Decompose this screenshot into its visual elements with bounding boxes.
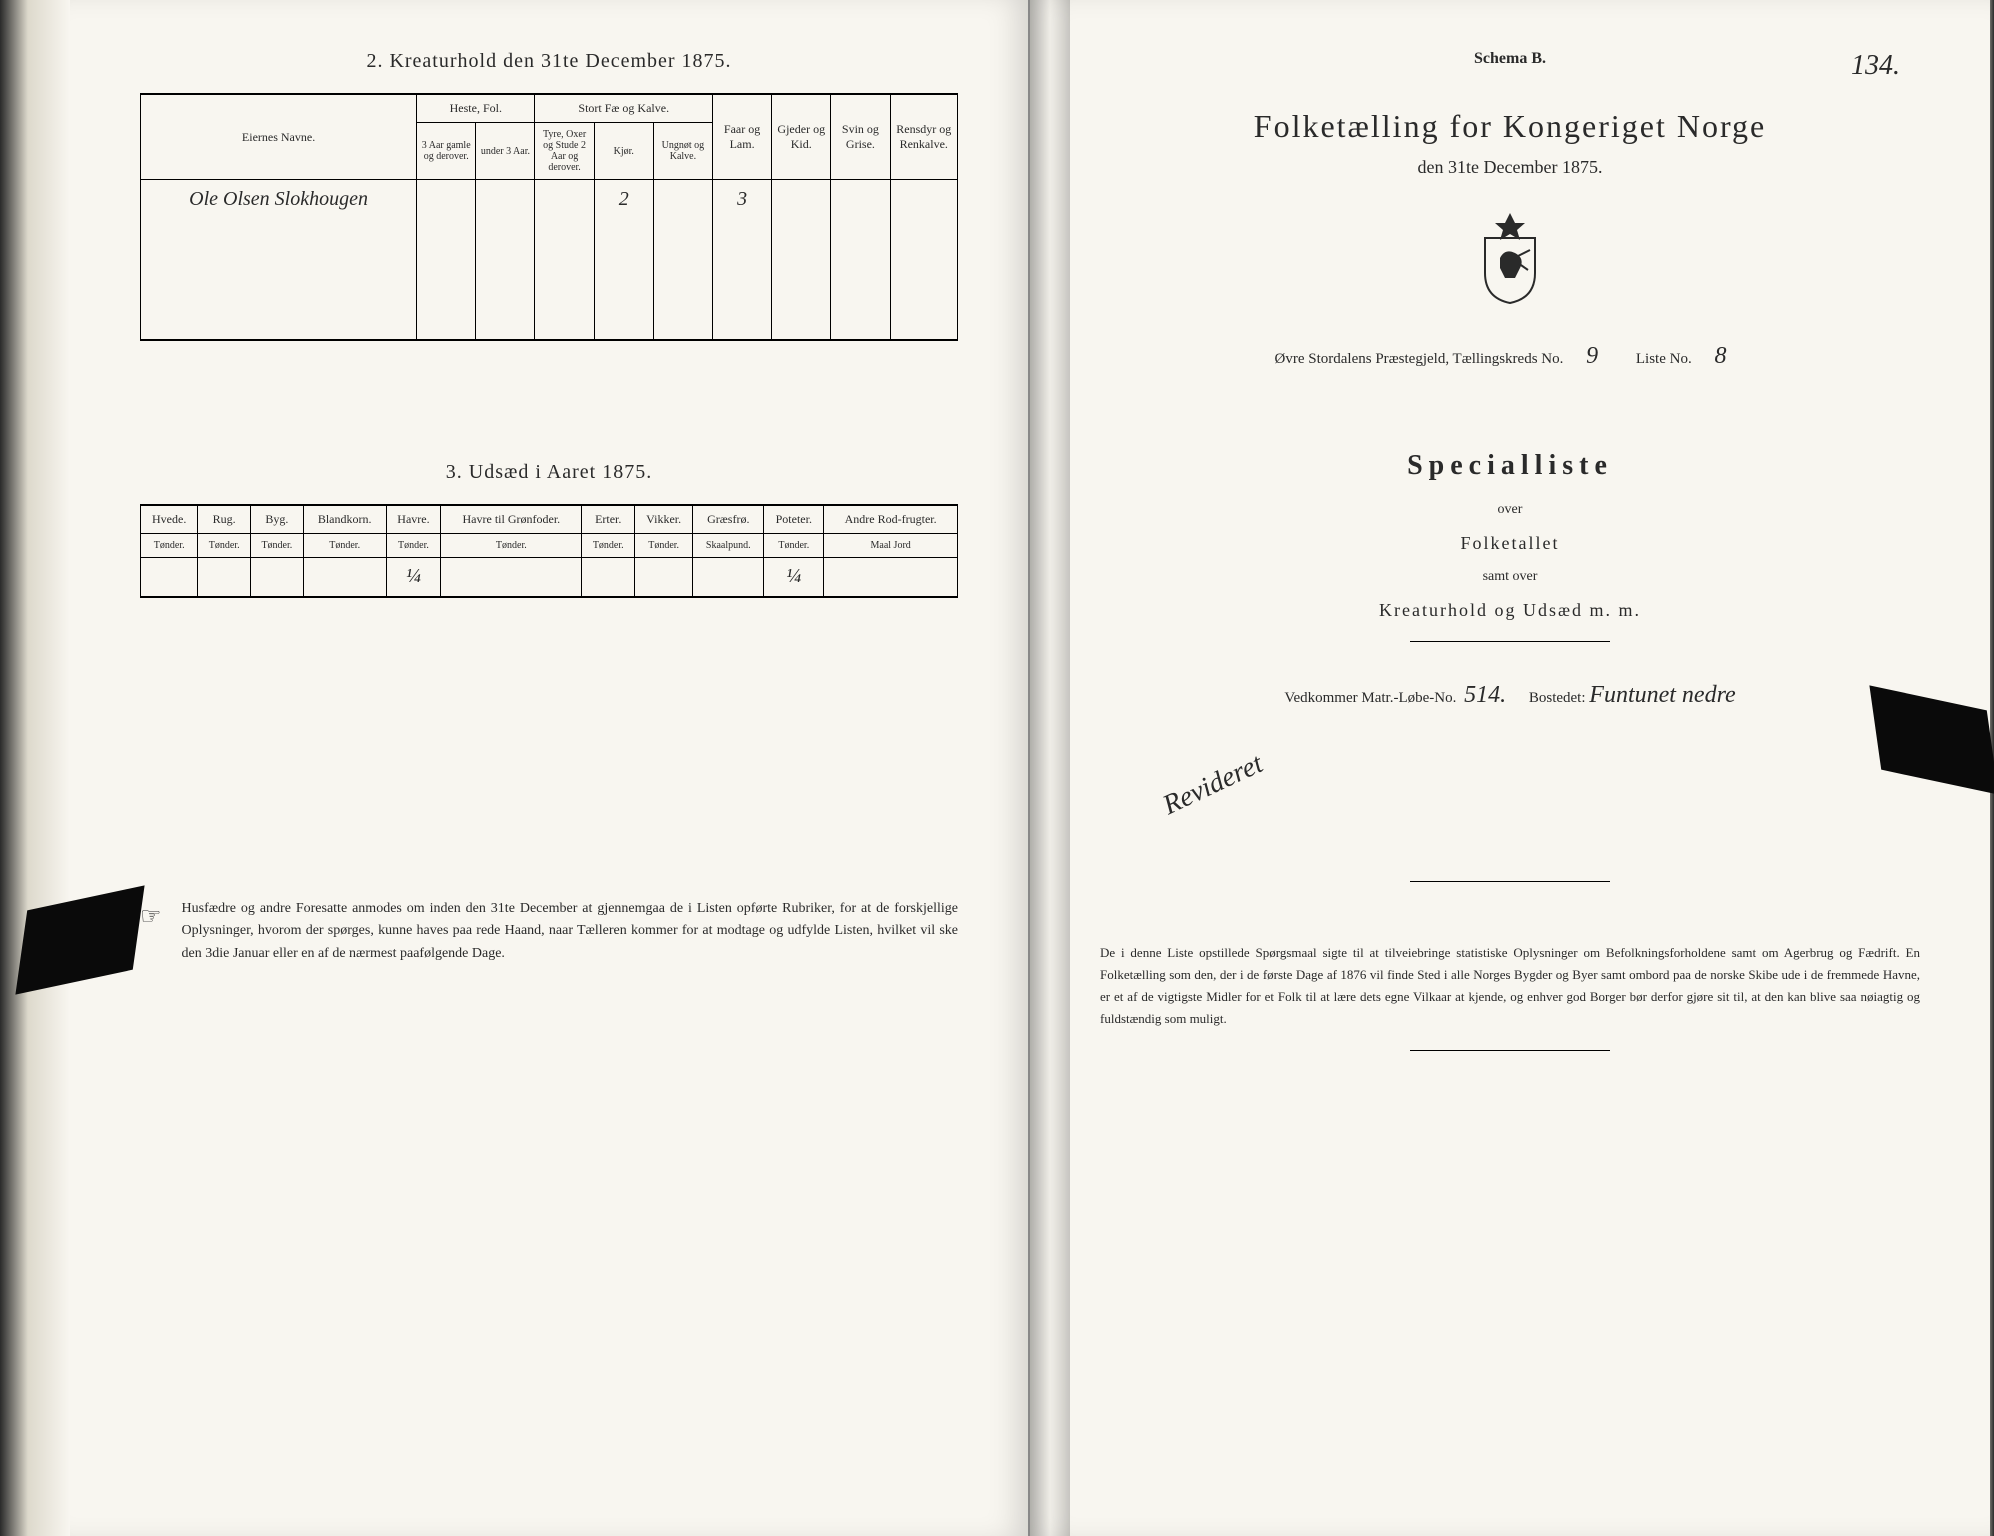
cell [303, 557, 386, 597]
unit: Tønder. [386, 533, 441, 557]
unit-graesfro: Skaalpund. [693, 533, 764, 557]
title-date: den 31te December 1875. [1100, 157, 1920, 178]
right-footer-text: De i denne Liste opstillede Spørgsmaal s… [1100, 942, 1920, 1030]
samt-over-label: samt over [1100, 569, 1920, 585]
col-horses: Heste, Fol. [417, 94, 535, 123]
table-row: Ole Olsen Slokhougen 2 3 [141, 180, 958, 220]
col-sheep: Faar og Lam. [713, 94, 772, 180]
footer-notice: ☞ Husfædre og andre Foresatte anmodes om… [140, 898, 958, 965]
unit: Tønder. [198, 533, 251, 557]
col-graesfro: Græsfrø. [693, 505, 764, 534]
cell [653, 180, 712, 220]
unit: Tønder. [141, 533, 198, 557]
revised-stamp: Revideret [1158, 748, 1268, 822]
cell [831, 180, 890, 220]
page-number: 134. [1851, 50, 1900, 82]
kreatur-label: Kreaturhold og Udsæd m. m. [1100, 600, 1920, 621]
table-row [141, 300, 958, 340]
cell [890, 180, 957, 220]
col-poteter: Poteter. [764, 505, 824, 534]
matr-label: Vedkommer Matr.-Løbe-No. [1284, 690, 1456, 706]
cell-havre: ¼ [386, 557, 441, 597]
main-title: Folketælling for Kongeriget Norge [1100, 108, 1920, 145]
schema-label: Schema B. [1100, 50, 1920, 68]
cell-owner: Ole Olsen Slokhougen [141, 180, 417, 220]
specialliste-heading: Specialliste [1100, 450, 1920, 482]
cell [198, 557, 251, 597]
col-cattle-sub3: Ungnøt og Kalve. [653, 123, 712, 180]
bostedet-label: Bostedet: [1529, 690, 1586, 706]
col-blandkorn: Blandkorn. [303, 505, 386, 534]
col-cattle: Stort Fæ og Kalve. [535, 94, 713, 123]
table-row [141, 260, 958, 300]
col-hvede: Hvede. [141, 505, 198, 534]
col-havre-gron: Havre til Grønfoder. [441, 505, 582, 534]
col-byg: Byg. [251, 505, 304, 534]
col-horses-sub1: 3 Aar gamle og derover. [417, 123, 476, 180]
unit: Tønder. [764, 533, 824, 557]
cell-poteter: ¼ [764, 557, 824, 597]
right-page: Schema B. 134. Folketælling for Kongerig… [1030, 0, 1990, 1536]
col-owner: Eiernes Navne. [141, 94, 417, 180]
cell [535, 180, 594, 220]
unit-andre: Maal Jord [824, 533, 958, 557]
book-spread: 2. Kreaturhold den 31te December 1875. E… [0, 0, 1994, 1536]
over-label: over [1100, 502, 1920, 518]
prestegield-label: Øvre Stordalens Præstegjeld, Tællingskre… [1275, 351, 1564, 367]
unit: Tønder. [582, 533, 635, 557]
unit: Tønder. [251, 533, 304, 557]
col-horses-sub2: under 3 Aar. [476, 123, 535, 180]
cell [635, 557, 693, 597]
col-pigs: Svin og Grise. [831, 94, 890, 180]
table-row [141, 220, 958, 260]
section2-title: 2. Kreaturhold den 31te December 1875. [140, 50, 958, 73]
col-havre: Havre. [386, 505, 441, 534]
matr-line: Vedkommer Matr.-Løbe-No. 514. Bostedet: … [1100, 682, 1920, 709]
cell [417, 180, 476, 220]
bostedet-value: Funtunet nedre [1589, 682, 1735, 709]
left-page: 2. Kreaturhold den 31te December 1875. E… [70, 0, 1030, 1536]
livestock-table: Eiernes Navne. Heste, Fol. Stort Fæ og K… [140, 93, 958, 341]
divider [1410, 641, 1610, 642]
unit: Tønder. [441, 533, 582, 557]
col-rug: Rug. [198, 505, 251, 534]
cell [693, 557, 764, 597]
section3-title: 3. Udsæd i Aaret 1875. [140, 461, 958, 484]
col-reindeer: Rensdyr og Renkalve. [890, 94, 957, 180]
liste-no: 8 [1695, 343, 1745, 370]
prestegield-line: Øvre Stordalens Præstegjeld, Tællingskre… [1100, 343, 1920, 370]
matr-no: 514. [1460, 682, 1510, 709]
tallingskreds-no: 9 [1567, 343, 1617, 370]
cell-kjor: 2 [594, 180, 653, 220]
cell [251, 557, 304, 597]
cell [824, 557, 958, 597]
folketallet-label: Folketallet [1100, 533, 1920, 554]
cell [141, 557, 198, 597]
cell [476, 180, 535, 220]
table-row: ¼ ¼ [141, 557, 958, 597]
seed-table: Hvede. Rug. Byg. Blandkorn. Havre. Havre… [140, 504, 958, 599]
pointing-hand-icon: ☞ [140, 898, 162, 965]
coat-of-arms-icon [1100, 208, 1920, 313]
cell [441, 557, 582, 597]
liste-label: Liste No. [1636, 351, 1692, 367]
col-cattle-sub2: Kjør. [594, 123, 653, 180]
unit: Tønder. [635, 533, 693, 557]
col-cattle-sub1: Tyre, Oxer og Stude 2 Aar og derover. [535, 123, 594, 180]
divider [1410, 881, 1610, 882]
col-erter: Erter. [582, 505, 635, 534]
col-andre: Andre Rod-frugter. [824, 505, 958, 534]
col-vikker: Vikker. [635, 505, 693, 534]
unit: Tønder. [303, 533, 386, 557]
cell-faar: 3 [713, 180, 772, 220]
notice-text: Husfædre og andre Foresatte anmodes om i… [182, 898, 958, 965]
col-goats: Gjeder og Kid. [772, 94, 831, 180]
cell [582, 557, 635, 597]
cell [772, 180, 831, 220]
divider [1410, 1050, 1610, 1051]
